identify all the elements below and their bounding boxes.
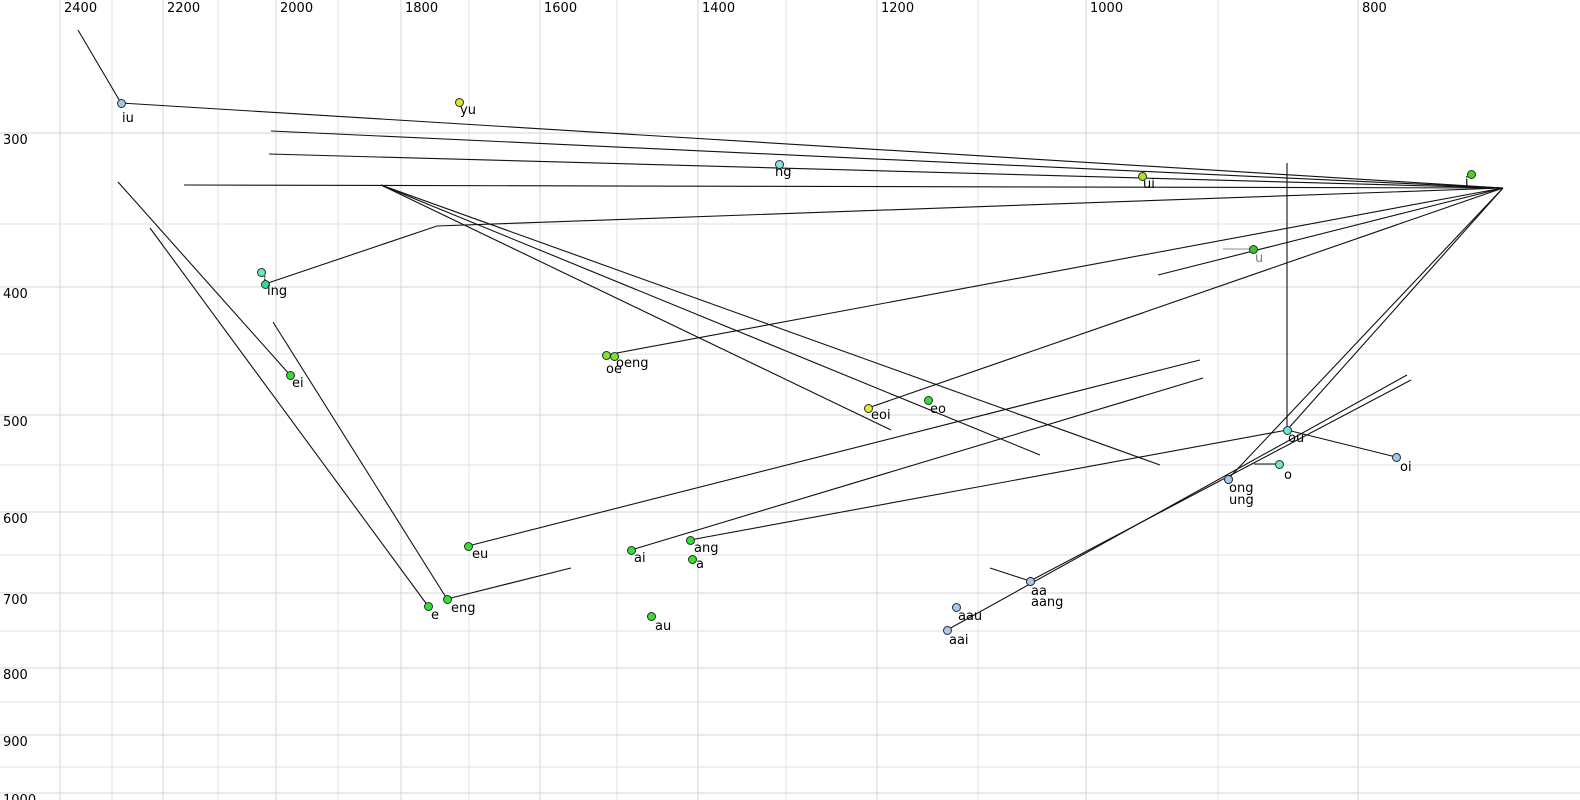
trajectory-oe-path bbox=[605, 187, 1504, 356]
trajectory-ui-path bbox=[270, 130, 1504, 189]
x-tick-label-800: 800 bbox=[1362, 1, 1387, 16]
vowel-label-u: u bbox=[1255, 251, 1264, 266]
vowel-point-ou[interactable] bbox=[1283, 426, 1292, 435]
vowel-label-ui: ui bbox=[1143, 177, 1155, 192]
vowel-label-aau: aau bbox=[958, 609, 983, 624]
trajectory-ng-path bbox=[268, 153, 1504, 189]
x-tick-label-2200: 2200 bbox=[167, 1, 201, 16]
trajectory-au-path bbox=[446, 567, 572, 600]
trajectory-eng-path bbox=[272, 321, 448, 600]
trajectory-aau-path bbox=[989, 567, 1031, 582]
vowel-point-eoi[interactable] bbox=[864, 404, 873, 413]
y-tick-label-600: 600 bbox=[3, 512, 28, 527]
vowel-point-ing[interactable] bbox=[261, 280, 270, 289]
vowel-label-ei: ei bbox=[292, 376, 304, 391]
vowel-label-iu: iu bbox=[122, 111, 134, 126]
trajectory-ou-diag bbox=[1286, 187, 1504, 431]
vowel-point-oeng[interactable] bbox=[610, 352, 619, 361]
vowel-point-ei[interactable] bbox=[286, 371, 295, 380]
trajectory-long-diag2 bbox=[380, 184, 1161, 466]
vowel-point-u[interactable] bbox=[1249, 245, 1258, 254]
trajectory-lines bbox=[77, 29, 1504, 631]
vowel-point-aai[interactable] bbox=[943, 626, 952, 635]
vowel-point-ai[interactable] bbox=[627, 546, 636, 555]
vowel-label-o: o bbox=[1284, 468, 1292, 483]
vowel-label-oe: oe bbox=[606, 362, 622, 377]
vowel-point-ui[interactable] bbox=[1138, 172, 1147, 181]
x-tick-label-2000: 2000 bbox=[280, 1, 314, 16]
y-tick-label-1000: 1000 bbox=[3, 794, 36, 800]
x-tick-label-1400: 1400 bbox=[702, 1, 736, 16]
vowel-label-eo: eo bbox=[930, 402, 946, 417]
trajectory-ei-path bbox=[117, 181, 291, 376]
trajectory-long-diag3 bbox=[380, 184, 892, 431]
vowel-point-i[interactable] bbox=[1467, 170, 1476, 179]
vowel-label-eu: eu bbox=[472, 547, 489, 562]
vowel-point-a[interactable] bbox=[688, 555, 697, 564]
vowel-point-yu[interactable] bbox=[455, 98, 464, 107]
vowel-label-aang: aang bbox=[1031, 595, 1064, 610]
vowel-label-yu: yu bbox=[460, 103, 476, 118]
trajectory-aai-path bbox=[946, 374, 1408, 631]
y-tick-label-700: 700 bbox=[3, 593, 28, 608]
trajectory-long-diag1 bbox=[380, 184, 1041, 456]
vowel-point-oi[interactable] bbox=[1392, 453, 1401, 462]
y-tick-label-300: 300 bbox=[3, 133, 28, 148]
vowel-point-e[interactable] bbox=[424, 602, 433, 611]
vowel-label-eng: eng bbox=[451, 601, 476, 616]
vowel-label-ung: ung bbox=[1229, 493, 1254, 508]
trajectory-ong-diag bbox=[1227, 187, 1504, 480]
trajectory-oi-path bbox=[1286, 429, 1397, 458]
x-tick-label-1800: 1800 bbox=[405, 1, 439, 16]
vowel-label-e: e bbox=[431, 608, 439, 623]
trajectory-eoi-path bbox=[867, 187, 1504, 409]
vowel-label-ang: ang bbox=[694, 541, 719, 556]
x-tick-label-2400: 2400 bbox=[64, 1, 98, 16]
vowel-point-aang[interactable] bbox=[1026, 577, 1035, 586]
y-tick-label-500: 500 bbox=[3, 415, 28, 430]
vowel-point-eo[interactable] bbox=[924, 396, 933, 405]
y-tick-label-400: 400 bbox=[3, 287, 28, 302]
vowel-label-ou: ou bbox=[1288, 431, 1305, 446]
vowel-point-iu[interactable] bbox=[117, 99, 126, 108]
trajectory-eu-path bbox=[467, 359, 1201, 547]
vowel-point-eu[interactable] bbox=[464, 542, 473, 551]
vowel-point-ng[interactable] bbox=[775, 160, 784, 169]
vowel-label-ing: ing bbox=[267, 284, 288, 299]
x-tick-label-1200: 1200 bbox=[881, 1, 915, 16]
vowel-label-a: a bbox=[696, 557, 704, 572]
trajectory-flat-path bbox=[183, 184, 1504, 189]
vowel-point-ung[interactable] bbox=[1224, 475, 1233, 484]
y-tick-label-800: 800 bbox=[3, 668, 28, 683]
vowel-point-o[interactable] bbox=[1275, 460, 1284, 469]
vowel-point-eng[interactable] bbox=[443, 595, 452, 604]
trajectory-ang-path bbox=[689, 429, 1288, 541]
trajectory-ai-path bbox=[630, 377, 1204, 551]
vowel-label-oeng: oeng bbox=[616, 356, 649, 371]
vowel-point-i[interactable] bbox=[257, 268, 266, 277]
vowel-label-aai: aai bbox=[949, 633, 969, 648]
trajectory-i-path bbox=[264, 187, 1504, 285]
y-tick-label-900: 900 bbox=[3, 735, 28, 750]
x-tick-label-1000: 1000 bbox=[1090, 1, 1124, 16]
vowel-point-ang[interactable] bbox=[686, 536, 695, 545]
vowel-point-au[interactable] bbox=[647, 612, 656, 621]
x-tick-label-1600: 1600 bbox=[544, 1, 578, 16]
vowel-label-eoi: eoi bbox=[871, 408, 891, 423]
trajectory-e-path bbox=[149, 227, 429, 607]
trajectory-u-path bbox=[1157, 187, 1504, 276]
vowel-label-aa: aa bbox=[1031, 584, 1047, 599]
vowel-label-ong: ong bbox=[1229, 481, 1254, 496]
trajectory-aa-path bbox=[1029, 379, 1412, 582]
vowel-label-au: au bbox=[655, 619, 672, 634]
vowel-label-ai: ai bbox=[634, 551, 646, 566]
vowel-label-oi: oi bbox=[1400, 460, 1412, 475]
vowel-label-i: i bbox=[1465, 175, 1469, 190]
vowel-label-ng: ng bbox=[775, 165, 792, 180]
vowel-point-aau[interactable] bbox=[952, 603, 961, 612]
